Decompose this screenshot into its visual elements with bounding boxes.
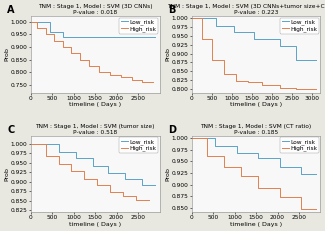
X-axis label: timeline ( Days ): timeline ( Days ) [69, 222, 121, 227]
Legend: Low_risk, High_risk: Low_risk, High_risk [280, 18, 319, 33]
Y-axis label: Prob: Prob [4, 167, 9, 181]
Text: A: A [7, 5, 15, 15]
Y-axis label: Prob: Prob [165, 167, 170, 181]
Legend: Low_risk, High_risk: Low_risk, High_risk [280, 137, 319, 153]
Text: C: C [7, 125, 15, 135]
Y-axis label: Prob: Prob [165, 48, 170, 61]
Legend: Low_risk, High_risk: Low_risk, High_risk [119, 137, 158, 153]
X-axis label: timeline ( Days ): timeline ( Days ) [230, 222, 282, 227]
X-axis label: timeline ( Days ): timeline ( Days ) [230, 102, 282, 107]
Text: D: D [168, 125, 176, 135]
Text: B: B [168, 5, 176, 15]
Y-axis label: Prob: Prob [4, 48, 9, 61]
Title: TNM : Stage 1, Model : SVM (3D CNNs)
P-value : 0.018: TNM : Stage 1, Model : SVM (3D CNNs) P-v… [38, 4, 152, 15]
Title: TNM : Stage 1, Model : SVM (CT ratio)
P-value : 0.185: TNM : Stage 1, Model : SVM (CT ratio) P-… [201, 124, 312, 135]
Title: TNM : Stage 1, Model : SVM (tumor size)
P-value : 0.518: TNM : Stage 1, Model : SVM (tumor size) … [35, 124, 155, 135]
Legend: Low_risk, High_risk: Low_risk, High_risk [119, 18, 158, 33]
X-axis label: timeline ( Days ): timeline ( Days ) [69, 102, 121, 107]
Title: TNM : Stage 1, Model : SVM (3D CNNs+tumor size+CT ratio)
P-value : 0.223: TNM : Stage 1, Model : SVM (3D CNNs+tumo… [167, 4, 325, 15]
